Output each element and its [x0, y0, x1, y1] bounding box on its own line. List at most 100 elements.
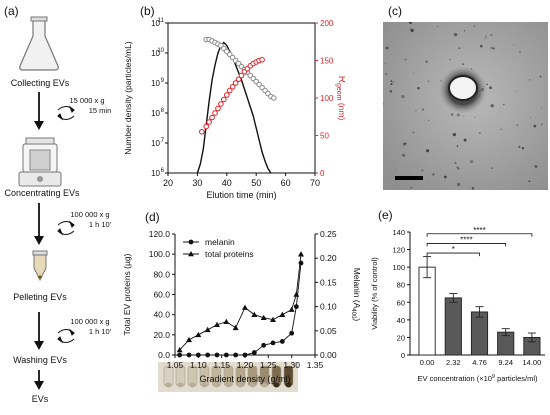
particle-speck	[426, 149, 430, 153]
y-tick-label: 120.0	[149, 229, 171, 239]
tube-bottom	[273, 382, 280, 388]
x-tick-label: 4.76	[472, 358, 487, 367]
y-tick-exponent: 6	[161, 168, 165, 174]
particle-speck	[521, 147, 525, 150]
legend-marker-melanin	[188, 239, 194, 245]
tube-icon	[32, 250, 48, 282]
y2-axis-label: Melanin (A400)	[350, 268, 360, 322]
particle-speck	[490, 46, 493, 50]
significance-bracket	[426, 243, 507, 247]
x-tick-label: 9.24	[498, 358, 513, 367]
particle-speck	[462, 63, 464, 66]
y-tick-label: 10	[151, 19, 160, 28]
particle-speck	[417, 86, 420, 90]
particle-speck	[390, 82, 393, 86]
particle-speck	[540, 107, 542, 109]
y2-tick-label: 0.10	[320, 302, 337, 312]
protein-point	[214, 321, 220, 328]
workflow-arrow	[34, 92, 44, 130]
particle-speck	[403, 142, 407, 145]
protein-point	[223, 318, 230, 325]
workflow-step-concentrating: Concentrating EVs	[4, 188, 80, 198]
particle-speck	[384, 72, 388, 76]
particle-speck	[540, 123, 543, 126]
y-tick-label: 120	[392, 246, 405, 255]
tube-bottom	[213, 382, 220, 388]
y2-tick-label: 200	[320, 19, 334, 28]
melanin-point	[186, 352, 192, 358]
workflow-condition-time-2: 1 h 10'	[88, 220, 112, 229]
particle-speck	[410, 27, 412, 29]
y2-tick-label: 0.00	[320, 350, 337, 360]
y-tick-label: 60	[397, 298, 405, 307]
particle-speck	[384, 62, 386, 64]
workflow-condition-time-1: 15 min	[88, 106, 112, 115]
melanin-point	[298, 260, 304, 266]
y2-tick-label: 150	[320, 57, 334, 66]
tube-bottom	[261, 382, 268, 388]
particle-speck	[518, 145, 521, 148]
particle-speck	[457, 167, 460, 170]
protein-point	[186, 336, 192, 343]
particle-speck	[454, 161, 457, 164]
x-tick-label: 70	[310, 178, 320, 188]
particle-speck	[437, 26, 439, 28]
bar-2.32	[444, 297, 462, 356]
protein-point	[293, 291, 300, 297]
melanin-point	[177, 352, 183, 358]
particle-speck	[428, 119, 430, 121]
particle-speck	[402, 153, 406, 157]
y-tick-label: 40.0	[153, 310, 170, 320]
panel-label-d: (d)	[145, 210, 160, 224]
workflow-step-pelleting: Pelleting EVs	[13, 292, 67, 302]
legend-label-proteins: total proteins	[205, 249, 254, 259]
radius-point	[235, 76, 242, 83]
melanin-point	[293, 304, 299, 309]
significance-label: ****	[473, 226, 485, 235]
flask-icon	[19, 16, 59, 71]
y-axis-label: Total EV proteins (µg)	[122, 253, 132, 335]
protein-point	[251, 311, 258, 317]
y-tick-label: 0.0	[158, 350, 170, 360]
significance-bracket	[426, 233, 533, 237]
y2-axis-label: Rgeom (nm)	[335, 76, 345, 121]
particle-speck	[516, 124, 519, 127]
radius-point	[209, 114, 215, 121]
x-tick-label: 0.00	[420, 358, 435, 367]
y-tick-label: 10	[151, 169, 160, 178]
particle-speck	[489, 86, 493, 90]
y2-tick-label: 0.25	[320, 229, 337, 239]
particle-speck	[432, 173, 435, 176]
y2-tick-label: 0.05	[320, 326, 337, 336]
particle-speck	[395, 169, 397, 171]
x-axis-label: EV concentration (×109 particles/ml)	[418, 374, 538, 383]
particle-speck	[390, 80, 393, 82]
particle-speck	[421, 169, 424, 172]
particle-speck	[392, 81, 395, 83]
particle-speck	[519, 51, 521, 53]
particle-speck	[512, 44, 515, 46]
gradient-tubes-photo	[158, 362, 298, 392]
protein-point	[242, 304, 248, 310]
particle-speck	[385, 46, 389, 50]
panel-label-b: (b)	[140, 4, 155, 18]
radius-point	[232, 80, 239, 86]
melanin-point	[289, 330, 295, 336]
melanin-point	[270, 340, 276, 346]
particle-speck	[426, 182, 428, 184]
y-tick-exponent: 10	[157, 48, 164, 54]
radius-point	[199, 128, 205, 135]
y-tick-label: 10	[151, 79, 160, 88]
radius-point	[203, 123, 210, 130]
y-tick-label: 10	[151, 109, 160, 118]
y2-tick-label: 0.15	[320, 277, 337, 287]
melanin-point	[242, 352, 248, 358]
x-tick-label: 60	[281, 178, 291, 188]
significance-label: *	[452, 245, 455, 254]
particle-speck	[503, 103, 505, 106]
y2-tick-label: 0	[320, 169, 325, 178]
protein-point	[176, 346, 183, 353]
radius-point	[224, 92, 230, 98]
workflow-diagram	[18, 16, 75, 390]
workflow-step-washing: Washing EVs	[13, 355, 67, 365]
